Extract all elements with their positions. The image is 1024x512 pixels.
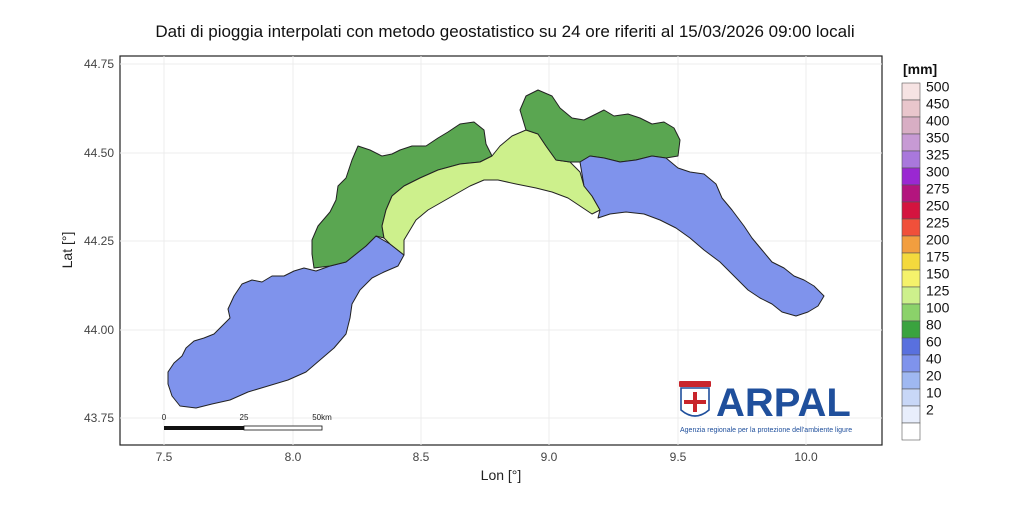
legend-label: 200 (926, 232, 950, 248)
y-tick-label: 44.00 (84, 323, 114, 337)
legend-swatch (901, 303, 921, 322)
legend-swatch (901, 201, 921, 220)
x-tick-label: 9.5 (670, 450, 687, 464)
scale-bar-dark (164, 426, 244, 430)
region-east (579, 155, 825, 317)
legend-swatch (901, 133, 921, 152)
legend-swatch (901, 269, 921, 288)
legend-swatch (901, 337, 921, 356)
x-tick-label: 8.5 (413, 450, 430, 464)
legend-swatch (901, 235, 921, 254)
liguria-map (167, 89, 825, 409)
legend-swatch (901, 184, 921, 203)
legend-label: 10 (926, 385, 942, 401)
logo-name: ARPAL (716, 381, 851, 425)
arpal-logo: ARPAL Agenzia regionale per la protezion… (679, 381, 852, 434)
scale-label: 50km (312, 413, 332, 422)
legend-label: 125 (926, 283, 950, 299)
scale-bar-light (243, 425, 323, 431)
legend-label: 100 (926, 300, 950, 316)
x-tick-label: 10.0 (794, 450, 818, 464)
x-tick-label: 8.0 (285, 450, 302, 464)
scale-bar: 0 25 50km (162, 413, 332, 431)
y-tick-label: 44.25 (84, 234, 114, 248)
legend-swatch (901, 218, 921, 237)
legend-swatch (901, 150, 921, 169)
legend-swatch (901, 388, 921, 407)
legend-label: 225 (926, 215, 950, 231)
coat-of-arms-icon (679, 381, 711, 417)
x-axis: 7.5 8.0 8.5 9.0 9.5 10.0 Lon [°] (156, 450, 818, 483)
legend-swatch (901, 252, 921, 271)
legend-label: 250 (926, 198, 950, 214)
legend-label: 275 (926, 181, 950, 197)
legend-swatch (901, 354, 921, 373)
legend-label: 150 (926, 266, 950, 282)
legend-swatch (901, 99, 921, 118)
legend-label: 300 (926, 164, 950, 180)
scale-label: 0 (162, 413, 167, 422)
legend-swatch (901, 422, 921, 441)
legend-label: 175 (926, 249, 950, 265)
legend-title: [mm] (903, 61, 937, 77)
legend-swatch (901, 167, 921, 186)
legend-label: 2 (926, 402, 934, 418)
y-tick-label: 43.75 (84, 411, 114, 425)
legend-label: 325 (926, 147, 950, 163)
legend-swatch (901, 371, 921, 390)
legend-swatch (901, 116, 921, 135)
legend-label: 400 (926, 113, 950, 129)
y-axis-label: Lat [°] (59, 232, 75, 269)
x-tick-label: 9.0 (541, 450, 558, 464)
legend-swatch (901, 405, 921, 424)
legend-swatch (901, 286, 921, 305)
legend-label: 80 (926, 317, 942, 333)
legend-label: 20 (926, 368, 942, 384)
y-tick-label: 44.75 (84, 57, 114, 71)
legend-label: 450 (926, 96, 950, 112)
legend-label: 350 (926, 130, 950, 146)
legend-swatch (901, 320, 921, 339)
x-axis-label: Lon [°] (481, 467, 522, 483)
map-title: Dati di pioggia interpolati con metodo g… (155, 22, 855, 41)
legend-label: 40 (926, 351, 942, 367)
region-central-north (519, 89, 681, 163)
scale-label: 25 (240, 413, 249, 422)
legend-label: 60 (926, 334, 942, 350)
legend-label: 500 (926, 79, 950, 95)
y-tick-label: 44.50 (84, 146, 114, 160)
legend: [mm] 50045040035032530027525022520017515… (901, 61, 950, 441)
x-tick-label: 7.5 (156, 450, 173, 464)
logo-subtitle: Agenzia regionale per la protezione dell… (680, 427, 852, 434)
legend-swatch (901, 82, 921, 101)
y-axis: 44.75 44.50 44.25 44.00 43.75 Lat [°] (59, 57, 114, 425)
